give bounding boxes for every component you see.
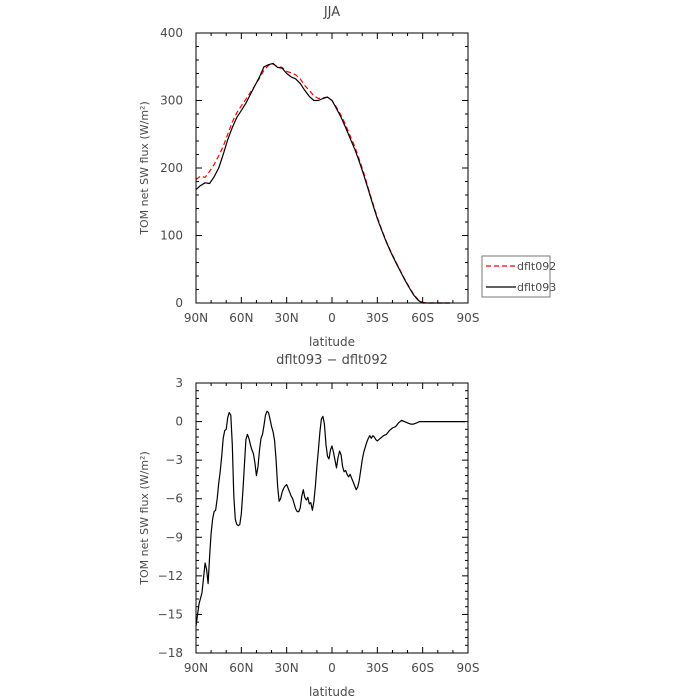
legend-box [481,255,551,298]
top-series-line-dflt092 [195,63,450,304]
bottom-y-tick-label: −6 [165,492,183,506]
bottom-y-tick-label: −18 [158,646,183,660]
bottom-y-tick-label: −15 [158,607,183,621]
legend-label-dflt093: dflt093 [517,281,556,294]
bottom-x-tick-label: 60N [229,661,253,675]
bottom-plot-area [195,410,465,627]
top-x-tick-label: 90N [184,311,208,325]
bottom-x-axis-label: latitude [309,685,355,699]
bottom-plot-frame [195,382,469,654]
bottom-axes: 90N 60N 30N 0 30S 60S 90S −18 −15 −12 −9 −6 −3 0 3 [158,376,480,675]
top-x-tick-label: 60S [411,311,434,325]
top-series-line-dflt093 [195,62,450,304]
legend-label-dflt092: dflt092 [517,260,556,273]
top-x-tick-label: 0 [328,311,336,325]
top-y-tick-label: 400 [160,26,183,40]
bottom-x-tick-label: 30N [275,661,299,675]
top-chart-title: JJA [323,5,340,20]
panel-top-chart: JJA 90N 60N 30N 0 30S 60S 90S 0 100 200 300 400 lat… [138,5,556,349]
top-x-tick-label: 60N [229,311,253,325]
bottom-y-axis-label: TOM net SW flux (W/m²) [138,451,151,585]
bottom-y-tick-label: 0 [175,415,183,429]
bottom-x-tick-label: 60S [411,661,434,675]
top-axes: 90N 60N 30N 0 30S 60S 90S 0 100 200 300 400 [160,26,479,325]
bottom-y-tick-label: 3 [175,376,183,390]
top-y-axis-label: TOM net SW flux (W/m²) [138,101,151,235]
top-y-tick-label: 300 [160,94,183,108]
legend: dflt092 dflt093 [481,255,556,298]
top-plot-area [195,62,450,304]
top-plot-frame [195,32,469,304]
bottom-x-tick-label: 0 [328,661,336,675]
panel-bottom-chart: dflt093 − dflt092 90N 60N 30N 0 30S 60S 90S −18… [138,353,479,699]
bottom-y-tick-label: −12 [158,569,183,583]
bottom-x-tick-label: 90S [457,661,480,675]
top-x-tick-label: 30N [275,311,299,325]
top-y-tick-label: 0 [175,296,183,310]
top-y-tick-label: 200 [160,161,183,175]
top-x-tick-label: 90S [457,311,480,325]
bottom-x-tick-label: 90N [184,661,208,675]
top-x-axis-label: latitude [309,335,355,349]
bottom-x-tick-label: 30S [366,661,389,675]
bottom-y-tick-label: −9 [165,530,183,544]
bottom-series-line-series-0 [195,410,465,627]
bottom-y-tick-label: −3 [165,453,183,467]
top-x-tick-label: 30S [366,311,389,325]
bottom-chart-title: dflt093 − dflt092 [276,353,388,368]
top-y-tick-label: 100 [160,229,183,243]
